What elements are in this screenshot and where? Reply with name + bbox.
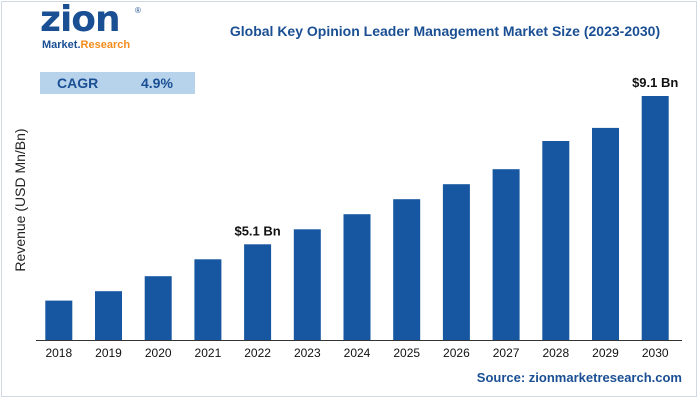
x-tick-2030: 2030: [642, 346, 669, 360]
bar-2021: [194, 259, 222, 340]
x-tick-2018: 2018: [45, 346, 72, 360]
bar-2022: [244, 244, 272, 340]
x-tick-2020: 2020: [145, 346, 172, 360]
logo-registered-mark: ®: [135, 6, 141, 15]
bar-2026: [442, 184, 470, 340]
bar-group: [45, 96, 669, 341]
x-tick-2019: 2019: [95, 346, 122, 360]
cagr-value: 4.9%: [141, 75, 173, 91]
x-tick-2025: 2025: [393, 346, 420, 360]
bar-2023: [293, 229, 321, 340]
logo-subtitle-research: Research: [80, 39, 131, 51]
bar-2024: [343, 214, 371, 340]
data-label-2022: $5.1 Bn: [234, 223, 280, 238]
bar-2019: [95, 291, 122, 340]
zion-logo: zion ® Market.Research: [40, 0, 141, 51]
x-tick-2028: 2028: [542, 346, 569, 360]
bar-2030: [641, 96, 669, 340]
logo-wordmark: zion: [40, 0, 121, 40]
logo-subtitle: Market.Research: [42, 39, 130, 51]
y-axis-label: Revenue (USD Mn/Bn): [12, 128, 28, 271]
cagr-label: CAGR: [57, 75, 99, 91]
x-tick-2026: 2026: [443, 346, 470, 360]
source-credit: Source: zionmarketresearch.com: [476, 370, 682, 385]
bar-2029: [592, 127, 619, 341]
cagr-badge: CAGR 4.9%: [40, 72, 195, 94]
data-label-2030: $9.1 Bn: [632, 75, 678, 90]
logo-subtitle-market: Market.: [42, 39, 81, 51]
x-tick-2023: 2023: [294, 346, 321, 360]
bar-2025: [393, 199, 421, 340]
data-labels: $5.1 Bn $9.1 Bn: [234, 75, 678, 238]
x-tick-2027: 2027: [493, 346, 520, 360]
chart-title: Global Key Opinion Leader Management Mar…: [229, 23, 661, 39]
bar-2027: [492, 169, 520, 340]
x-tick-2024: 2024: [344, 346, 371, 360]
bar-2020: [144, 276, 172, 340]
x-tick-2021: 2021: [195, 346, 222, 360]
x-tick-labels: 2018 2019 2020 2021 2022 2023 2024 2025 2026 2027…: [45, 346, 668, 360]
x-tick-2029: 2029: [592, 346, 619, 360]
bar-2018: [45, 300, 73, 340]
bar-2028: [542, 141, 570, 340]
x-tick-2022: 2022: [244, 346, 271, 360]
